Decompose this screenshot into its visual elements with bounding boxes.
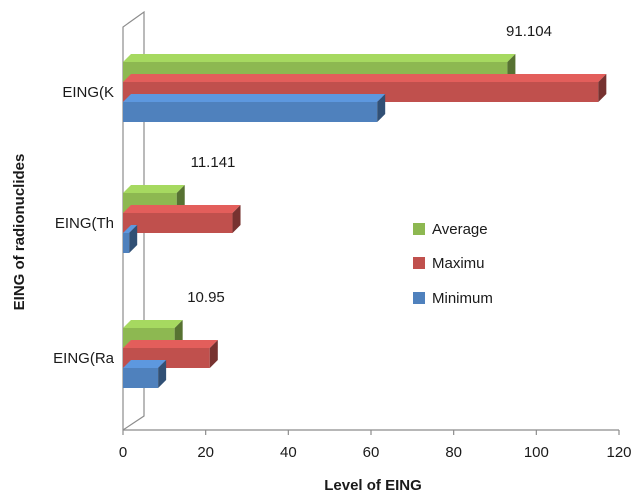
x-tick-label: 120 (606, 444, 631, 461)
y-axis-title: EING of radionuclides (11, 154, 28, 311)
legend-label-maximu: Maximu (432, 255, 485, 272)
annotations-group: 91.104 11.141 10.95 (187, 23, 552, 306)
legend-label-average: Average (432, 221, 488, 238)
legend-swatch-maximu (413, 257, 425, 269)
bar-minimum-0 (123, 94, 386, 122)
annotation-label: 91.104 (506, 23, 552, 40)
category-label: EING(Ra (53, 350, 115, 367)
bar-maximu-1 (123, 205, 241, 233)
bar-minimum-1 (123, 225, 138, 253)
x-tick-label: 0 (119, 444, 127, 461)
annotation-label: 10.95 (187, 289, 225, 306)
category-label: EING(Th (55, 215, 114, 232)
legend-swatch-average (413, 223, 425, 235)
annotation-label: 11.141 (191, 154, 236, 171)
bar-minimum-2 (123, 360, 167, 388)
bars-group (123, 54, 607, 388)
x-tick-label: 60 (363, 444, 380, 461)
x-axis-title: Level of EING (324, 477, 422, 494)
legend-swatch-minimum (413, 292, 425, 304)
x-tick-label: 20 (197, 444, 214, 461)
legend-label-minimum: Minimum (432, 290, 493, 307)
x-tick-label: 100 (524, 444, 549, 461)
category-labels: EING(K EING(Th EING(Ra (53, 84, 115, 367)
x-axis: 0 20 40 60 80 100 120 (119, 429, 632, 461)
category-label: EING(K (62, 84, 114, 101)
chart-back-wall (122, 10, 145, 431)
x-tick-label: 40 (280, 444, 297, 461)
legend: Average Maximu Minimum (413, 221, 493, 307)
x-tick-label: 80 (445, 444, 462, 461)
